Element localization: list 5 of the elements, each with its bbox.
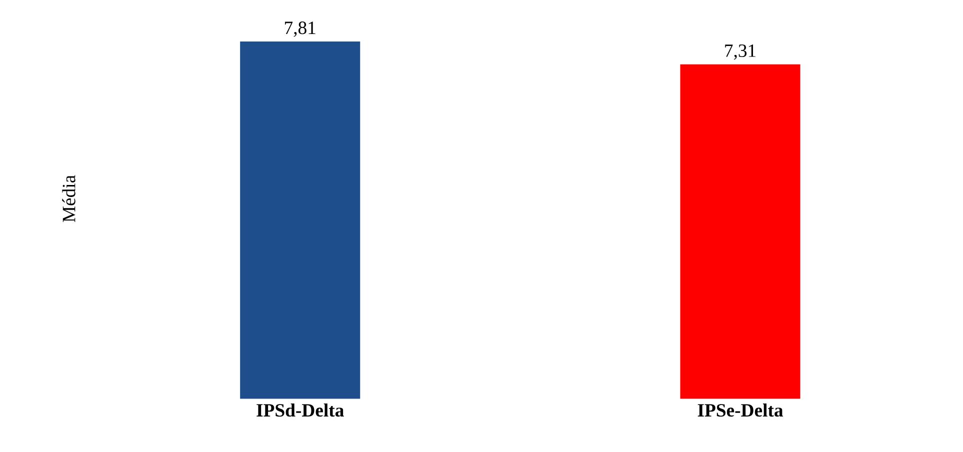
x-tick-label: IPSd-Delta <box>256 403 344 417</box>
y-axis-title: Média <box>62 175 76 222</box>
x-tick-label: IPSe-Delta <box>698 403 784 417</box>
data-label: 7,31 <box>725 44 756 60</box>
data-label: 7,81 <box>285 21 316 37</box>
